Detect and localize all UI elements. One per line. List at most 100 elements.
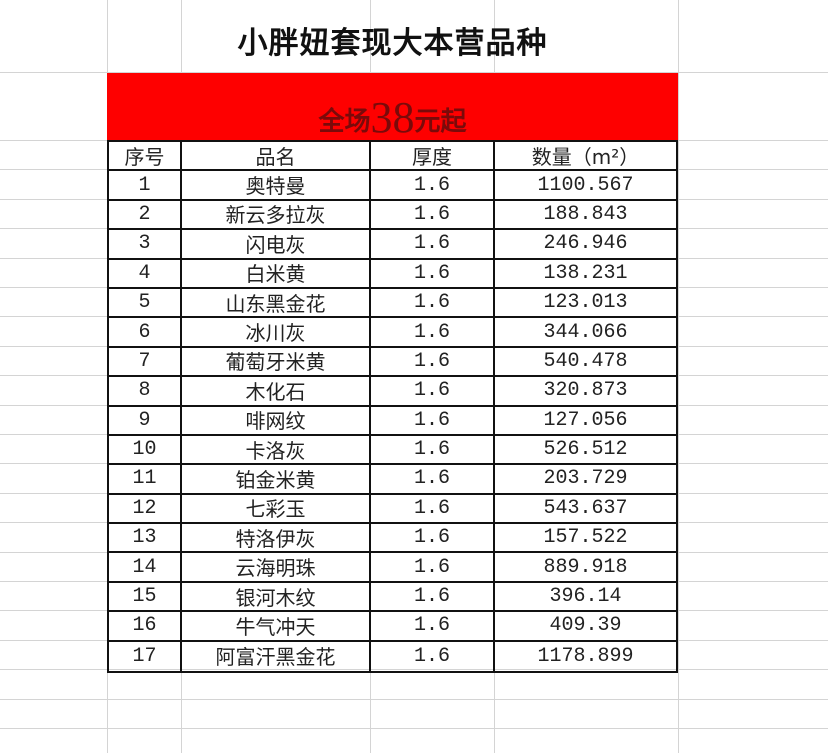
cell-thickness[interactable]: 1.6	[371, 377, 495, 405]
cell-index[interactable]: 7	[109, 347, 182, 376]
cell-name[interactable]: 奥特曼	[182, 171, 371, 200]
cell-quantity[interactable]: 540.478	[543, 349, 628, 373]
banner-price: 38	[370, 93, 415, 142]
cell-index[interactable]: 17	[109, 641, 182, 672]
gridline	[0, 72, 828, 73]
gridline	[0, 669, 828, 670]
cell-name[interactable]: 卡洛灰	[182, 435, 371, 465]
header-quantity[interactable]: 数量（m²）	[531, 145, 640, 170]
cell-thickness[interactable]: 1.6	[371, 435, 495, 464]
cell-name[interactable]: 阿富汗黑金花	[182, 641, 371, 671]
table-row: 2 新云多拉灰 1.6 188.843	[109, 200, 676, 231]
cell-index[interactable]: 8	[109, 377, 182, 405]
cell-index[interactable]: 14	[109, 553, 182, 581]
cell-index[interactable]: 12	[109, 494, 182, 523]
cell-thickness[interactable]: 1.6	[371, 465, 495, 493]
gridline	[0, 699, 828, 700]
header-thickness[interactable]: 厚度	[371, 142, 495, 170]
cell-name[interactable]: 葡萄牙米黄	[182, 347, 371, 376]
table-row: 5 山东黑金花 1.6 123.013	[109, 288, 676, 319]
cell-quantity[interactable]: 320.873	[543, 379, 628, 403]
table-row: 9 啡网纹 1.6 127.056	[109, 406, 676, 436]
banner-prefix: 全场	[318, 107, 371, 137]
cell-quantity[interactable]: 123.013	[543, 291, 628, 315]
cell-quantity[interactable]: 396.14	[549, 585, 622, 609]
table-row: 11 铂金米黄 1.6 203.729	[109, 465, 676, 495]
cell-index[interactable]: 16	[109, 612, 182, 640]
cell-index[interactable]: 15	[109, 582, 182, 611]
table-row: 7 葡萄牙米黄 1.6 540.478	[109, 347, 676, 378]
cell-name[interactable]: 冰川灰	[182, 318, 371, 347]
table-row: 4 白米黄 1.6 138.231	[109, 259, 676, 289]
sheet-title[interactable]: 小胖妞套现大本营品种	[237, 26, 548, 61]
cell-name[interactable]: 云海明珠	[182, 553, 371, 582]
cell-quantity[interactable]: 543.637	[543, 496, 628, 520]
cell-index[interactable]: 2	[109, 200, 182, 229]
cell-quantity[interactable]: 344.066	[543, 320, 628, 344]
gridline	[678, 0, 679, 753]
cell-thickness[interactable]: 1.6	[371, 230, 495, 258]
cell-quantity[interactable]: 157.522	[543, 526, 628, 550]
cell-thickness[interactable]: 1.6	[371, 200, 495, 229]
table-row: 1 奥特曼 1.6 1100.567	[109, 171, 676, 201]
cell-index[interactable]: 9	[109, 406, 182, 434]
table-row: 15 银河木纹 1.6 396.14	[109, 582, 676, 613]
cell-name[interactable]: 特洛伊灰	[182, 524, 371, 553]
cell-index[interactable]: 13	[109, 524, 182, 552]
cell-name[interactable]: 铂金米黄	[182, 465, 371, 494]
cell-index[interactable]: 10	[109, 435, 182, 464]
cell-thickness[interactable]: 1.6	[371, 582, 495, 611]
cell-thickness[interactable]: 1.6	[371, 524, 495, 552]
cell-name[interactable]: 七彩玉	[182, 494, 371, 523]
cell-name[interactable]: 山东黑金花	[182, 288, 371, 318]
cell-name[interactable]: 新云多拉灰	[182, 200, 371, 229]
table-row: 12 七彩玉 1.6 543.637	[109, 494, 676, 525]
cell-name[interactable]: 啡网纹	[182, 406, 371, 435]
cell-quantity[interactable]: 246.946	[543, 232, 628, 256]
table-row: 10 卡洛灰 1.6 526.512	[109, 435, 676, 466]
cell-quantity[interactable]: 127.056	[543, 408, 628, 432]
cell-index[interactable]: 3	[109, 230, 182, 258]
cell-thickness[interactable]: 1.6	[371, 612, 495, 640]
header-index[interactable]: 序号	[109, 142, 182, 170]
table-row: 17 阿富汗黑金花 1.6 1178.899	[109, 641, 676, 672]
cell-index[interactable]: 1	[109, 171, 182, 199]
cell-thickness[interactable]: 1.6	[371, 259, 495, 287]
cell-index[interactable]: 4	[109, 259, 182, 287]
cell-thickness[interactable]: 1.6	[371, 406, 495, 434]
cell-index[interactable]: 6	[109, 318, 182, 346]
product-table: 序号 品名 厚度 数量（m²） 1 奥特曼 1.6 1100.567 2 新云多拉灰 1.6…	[107, 140, 678, 674]
banner-suffix: 元起	[414, 107, 467, 137]
cell-quantity[interactable]: 409.39	[549, 614, 622, 638]
cell-index[interactable]: 5	[109, 288, 182, 317]
cell-thickness[interactable]: 1.6	[371, 288, 495, 317]
cell-thickness[interactable]: 1.6	[371, 347, 495, 376]
table-row: 16 牛气冲天 1.6 409.39	[109, 612, 676, 642]
header-name[interactable]: 品名	[182, 142, 371, 170]
cell-name[interactable]: 牛气冲天	[182, 612, 371, 641]
cell-name[interactable]: 闪电灰	[182, 230, 371, 259]
cell-quantity[interactable]: 1178.899	[537, 644, 634, 668]
table-row: 6 冰川灰 1.6 344.066	[109, 318, 676, 348]
cell-quantity[interactable]: 889.918	[543, 555, 628, 579]
cell-thickness[interactable]: 1.6	[371, 641, 495, 672]
cell-thickness[interactable]: 1.6	[371, 553, 495, 581]
cell-thickness[interactable]: 1.6	[371, 171, 495, 199]
cell-thickness[interactable]: 1.6	[371, 494, 495, 523]
cell-name[interactable]: 银河木纹	[182, 582, 371, 612]
cell-quantity[interactable]: 188.843	[543, 202, 628, 226]
cell-quantity[interactable]: 203.729	[543, 467, 628, 491]
table-row: 14 云海明珠 1.6 889.918	[109, 553, 676, 583]
cell-quantity[interactable]: 138.231	[543, 261, 628, 285]
table-header-row: 序号 品名 厚度 数量（m²）	[109, 142, 676, 172]
cell-quantity[interactable]: 526.512	[543, 438, 628, 462]
cell-quantity[interactable]: 1100.567	[537, 173, 634, 197]
table-row: 8 木化石 1.6 320.873	[109, 377, 676, 407]
cell-name[interactable]: 白米黄	[182, 259, 371, 288]
price-banner[interactable]: 全场 38 元起	[107, 73, 678, 140]
table-row: 13 特洛伊灰 1.6 157.522	[109, 524, 676, 554]
cell-name[interactable]: 木化石	[182, 377, 371, 406]
cell-thickness[interactable]: 1.6	[371, 318, 495, 346]
gridline	[0, 728, 828, 729]
cell-index[interactable]: 11	[109, 465, 182, 493]
